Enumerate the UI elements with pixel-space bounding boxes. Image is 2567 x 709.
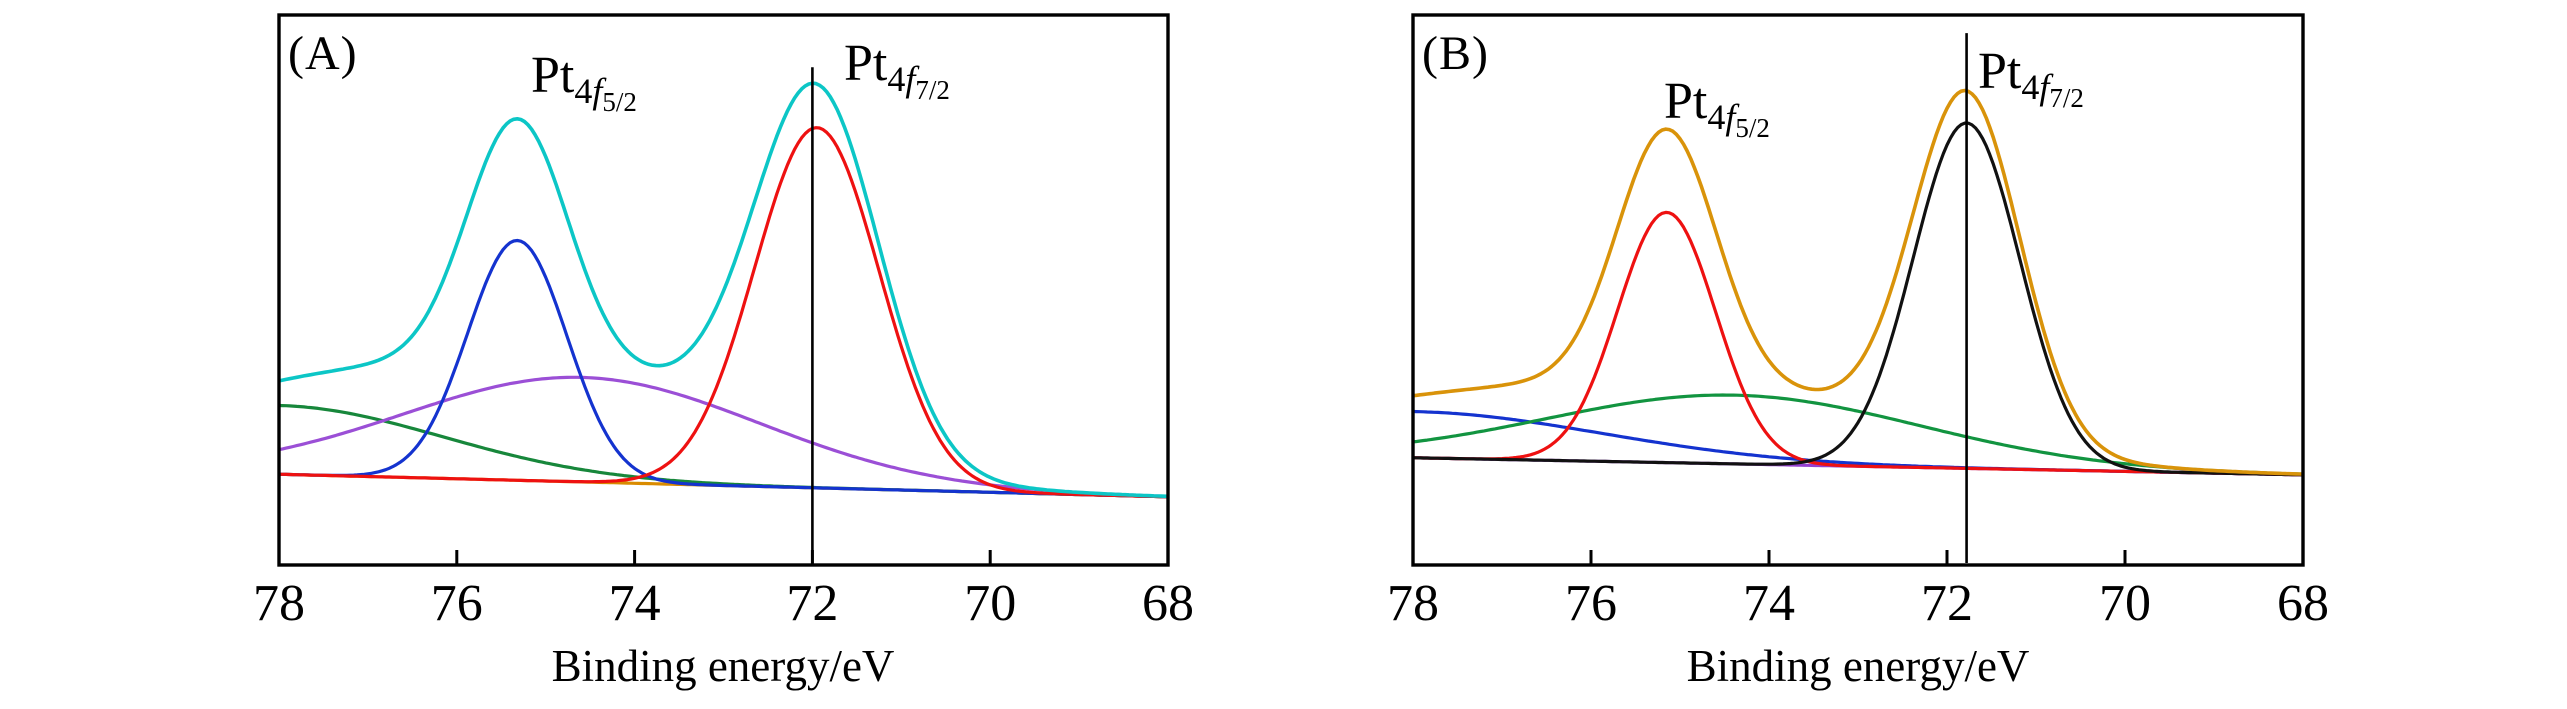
- spin-state: 5/2: [1735, 113, 1770, 144]
- panel-a-x-tick-label-74: 74: [608, 575, 661, 632]
- principal-number: 4: [574, 71, 593, 112]
- spin-state: 7/2: [2049, 83, 2084, 114]
- panel-b-x-tick-label-76: 76: [1565, 575, 1617, 632]
- panel-a-fit-envelope: [278, 81, 1169, 499]
- orbital-subscript: 4f7/2: [887, 59, 950, 104]
- orbital-letter: f: [905, 59, 916, 100]
- panel-b-axes-box: [1411, 13, 2305, 567]
- panel-b-letter: (B): [1422, 27, 1489, 80]
- x-axis-label-a: Binding energy/eV: [551, 641, 895, 691]
- panel-a-x-tick-label-78: 78: [253, 575, 305, 632]
- orbital-subscript: 4f7/2: [2021, 67, 2084, 112]
- peak-label-b-pt4f7-2: Pt4f7/2: [1978, 46, 2084, 113]
- panel-b-x-tick-label-70: 70: [2099, 575, 2151, 632]
- principal-number: 4: [1707, 97, 1726, 138]
- panel-b-x-tick-label-74: 74: [1743, 575, 1795, 632]
- panel-a-axes-box: [277, 13, 1170, 567]
- orbital-letter: f: [592, 71, 603, 112]
- panel-a-x-tick-label-72: 72: [786, 575, 839, 632]
- panel-a-x-tick-label-70: 70: [964, 575, 1017, 632]
- principal-number: 4: [887, 59, 906, 100]
- peak-label-a-pt4f7-2: Pt4f7/2: [844, 38, 950, 105]
- panel-a-letter: (A): [288, 27, 358, 80]
- element-symbol: Pt: [531, 47, 575, 104]
- panel-a-x-tick-label-76: 76: [430, 575, 483, 632]
- x-axis-label-b: Binding energy/eV: [1686, 641, 2030, 691]
- peak-label-b-pt4f5-2: Pt4f5/2: [1664, 76, 1770, 143]
- spin-state: 7/2: [915, 75, 950, 106]
- orbital-letter: f: [2039, 67, 2050, 108]
- element-symbol: Pt: [844, 35, 888, 92]
- panel-a-x-tick-label-68: 68: [1142, 575, 1194, 632]
- principal-number: 4: [2021, 67, 2040, 108]
- orbital-subscript: 4f5/2: [1707, 97, 1770, 142]
- panel-a-pt4f5-2-component: [278, 238, 1169, 499]
- panel-b-x-tick-label-72: 72: [1921, 575, 1973, 632]
- panel-b-fit-envelope: [1412, 88, 2304, 476]
- panel-b-pt4f5-2-component: [1412, 210, 2304, 477]
- panel-b-x-tick-label-78: 78: [1387, 575, 1439, 632]
- orbital-letter: f: [1725, 97, 1736, 138]
- orbital-subscript: 4f5/2: [574, 71, 637, 116]
- panel-a-pt4f7-2-component: [279, 126, 1169, 499]
- element-symbol: Pt: [1978, 43, 2022, 100]
- spin-state: 5/2: [602, 87, 637, 118]
- panel-b-x-tick-label-68: 68: [2277, 575, 2329, 632]
- panel-b-pt4f7-2-component: [1413, 121, 2304, 477]
- peak-label-a-pt4f5-2: Pt4f5/2: [531, 50, 637, 117]
- element-symbol: Pt: [1664, 73, 1708, 130]
